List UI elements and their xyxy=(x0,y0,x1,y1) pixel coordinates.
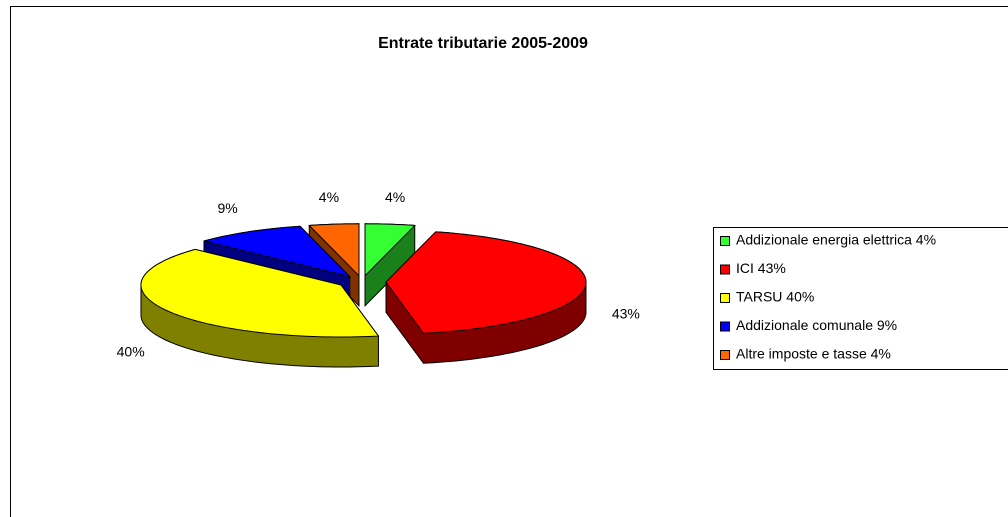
data-label: 4% xyxy=(319,189,339,205)
legend-label: Addizionale energia elettrica 4% xyxy=(736,232,936,248)
legend-swatch xyxy=(720,321,730,332)
data-label: 9% xyxy=(217,200,237,216)
slice xyxy=(385,231,587,334)
slice xyxy=(203,225,352,278)
slice xyxy=(364,223,416,278)
legend-label: ICI 43% xyxy=(736,260,786,276)
data-label: 40% xyxy=(117,343,145,359)
slice xyxy=(140,248,380,338)
chart-title: Entrate tributarie 2005-2009 xyxy=(378,35,588,52)
slice xyxy=(308,223,360,278)
legend-label: Altre imposte e tasse 4% xyxy=(736,346,891,362)
legend-label: Addizionale comunale 9% xyxy=(736,317,897,333)
data-label: 43% xyxy=(612,305,640,321)
legend: Addizionale energia elettrica 4% ICI 43% T… xyxy=(720,232,936,362)
legend-swatch xyxy=(720,236,730,246)
legend-label: TARSU 40% xyxy=(736,289,814,305)
legend-swatch xyxy=(720,264,730,275)
legend-box xyxy=(713,227,1008,370)
legend-swatch xyxy=(720,293,730,303)
legend-swatch xyxy=(720,350,730,360)
pie: 4% 43% 40% 9% 4% xyxy=(117,189,640,368)
data-label: 4% xyxy=(385,189,405,205)
